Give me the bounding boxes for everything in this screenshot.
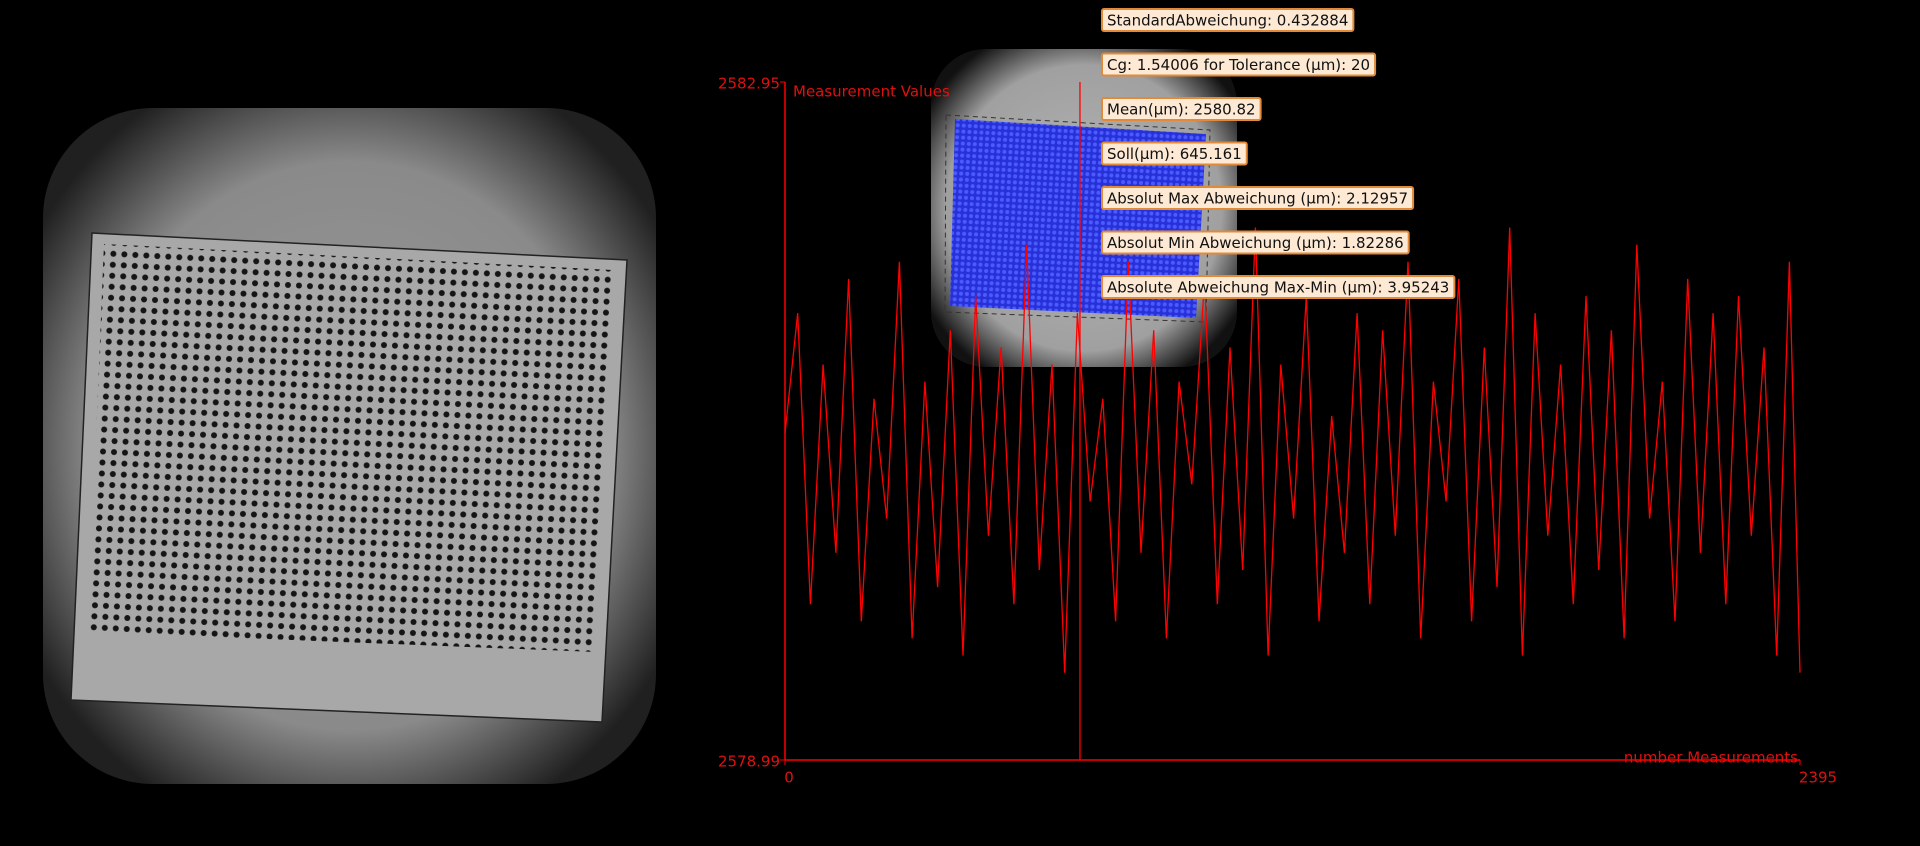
- y-tick-label: 2582.95: [718, 75, 780, 93]
- annotation-box: [1101, 97, 1262, 121]
- y-tick-label: 2578.99: [718, 753, 780, 771]
- preview-grid: [950, 119, 1206, 318]
- annotation-text: Absolut Min Abweichung (µm): 1.82286: [1107, 234, 1404, 252]
- annotation-text: Soll(µm): 645.161: [1107, 145, 1242, 163]
- annotation-text: Mean(µm): 2580.82: [1107, 101, 1256, 119]
- annotation: StandardAbweichung: 0.432884: [1101, 8, 1355, 32]
- chart: Measurement Values number Measurements 2…: [718, 75, 1837, 787]
- annotation-text: Absolut Max Abweichung (µm): 2.12957: [1107, 190, 1408, 208]
- annotation-text: Cg: 1.54006 for Tolerance (µm): 20: [1107, 56, 1370, 74]
- annotation-box: [1101, 141, 1248, 166]
- annotation: Absolute Abweichung Max-Min (µm): 3.9524…: [1101, 275, 1456, 299]
- annotation-box: [1101, 230, 1410, 255]
- annotations: StandardAbweichung: 0.432884 Cg: 1.54006 …: [1101, 8, 1456, 299]
- hole-grid: [88, 244, 612, 652]
- data-line: [784, 227, 1801, 673]
- annotation-box: [1101, 52, 1377, 77]
- camera-image: [43, 108, 656, 784]
- x-tick-label: 0: [784, 769, 794, 787]
- annotation: Soll(µm): 645.161: [1101, 141, 1248, 166]
- annotation: Cg: 1.54006 for Tolerance (µm): 20: [1101, 52, 1377, 77]
- annotation: Absolut Max Abweichung (µm): 2.12957: [1101, 186, 1415, 210]
- y-axis-title: Measurement Values: [793, 83, 950, 101]
- annotation: Absolut Min Abweichung (µm): 1.82286: [1101, 230, 1410, 255]
- x-tick-label: 2395: [1799, 769, 1837, 787]
- annotation-box: [1101, 275, 1456, 299]
- annotation: Mean(µm): 2580.82: [1101, 97, 1262, 121]
- annotation-box: [1101, 186, 1415, 210]
- annotation-text: Absolute Abweichung Max-Min (µm): 3.9524…: [1107, 279, 1449, 297]
- annotation-text: StandardAbweichung: 0.432884: [1107, 12, 1348, 30]
- x-axis-title: number Measurements: [1624, 749, 1798, 767]
- preview-frame: [944, 114, 1211, 323]
- annotation-box: [1101, 8, 1355, 32]
